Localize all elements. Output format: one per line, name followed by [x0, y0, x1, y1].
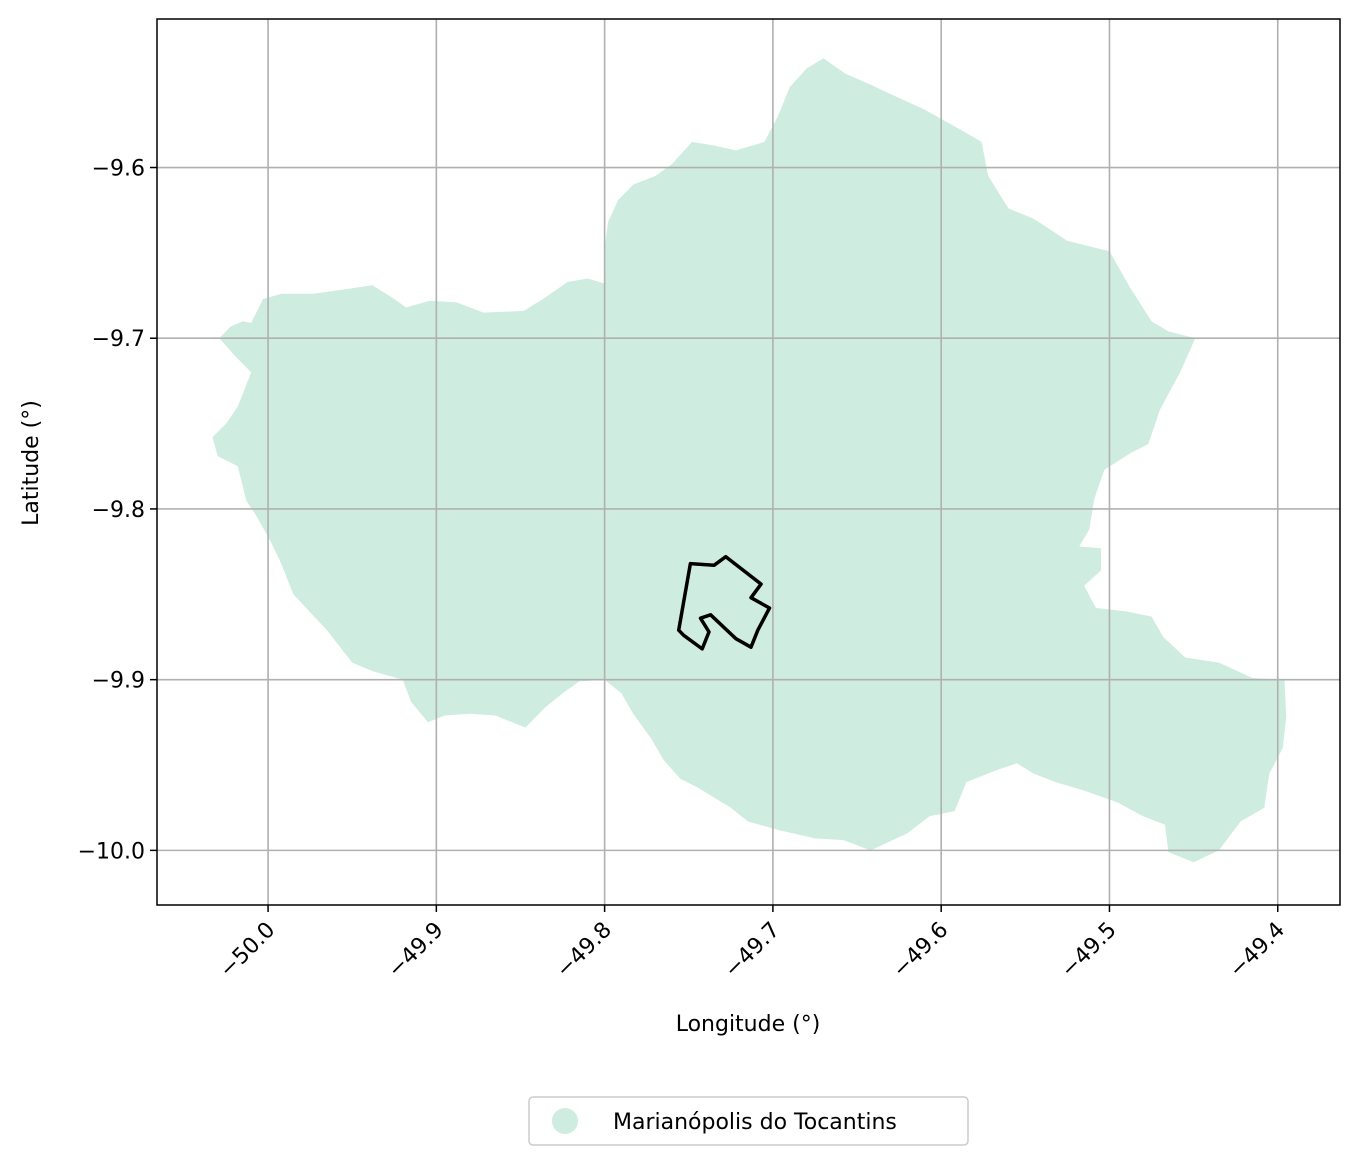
y-axis: −9.6 −9.7 −9.8 −9.9 −10.0 — [78, 157, 157, 864]
outline-polygon — [676, 554, 772, 651]
y-axis-label: Latitude (°) — [19, 400, 44, 526]
region-polygon-marianopolis — [212, 58, 1287, 863]
legend-box — [528, 1096, 969, 1146]
y-tick-label: −9.6 — [92, 157, 145, 182]
x-axis-label: Longitude (°) — [676, 1012, 821, 1037]
axes-frame — [156, 18, 1341, 906]
legend: Marianópolis do Tocantins — [528, 1096, 969, 1146]
y-tick-label: −9.9 — [92, 669, 145, 694]
plot-area — [157, 19, 1340, 905]
y-tick-label: −9.8 — [92, 498, 145, 523]
y-tick-label: −10.0 — [78, 839, 145, 864]
y-tick-label: −9.7 — [92, 327, 145, 352]
grid-lines — [157, 19, 1340, 905]
legend-label: Marianópolis do Tocantins — [613, 1110, 897, 1135]
legend-marker — [552, 1108, 578, 1134]
